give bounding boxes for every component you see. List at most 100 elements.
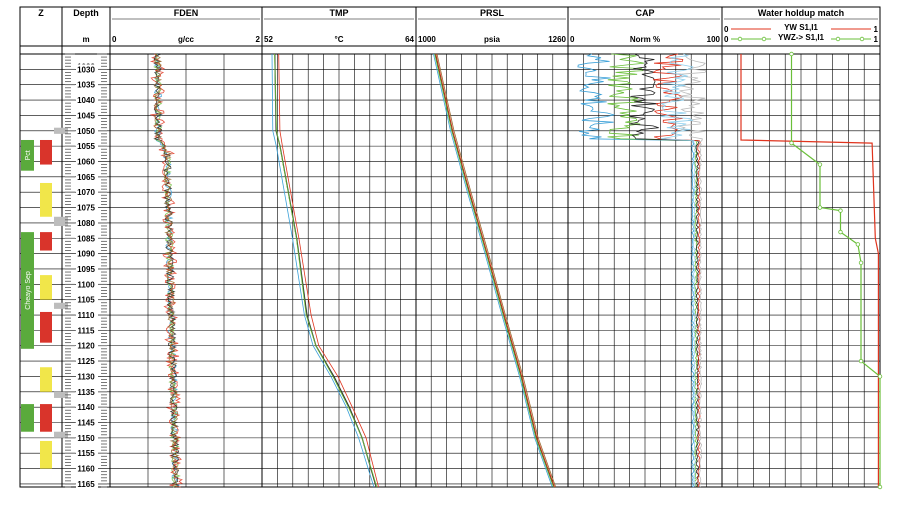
depth-label-bg bbox=[76, 463, 98, 473]
legend-label: YW S1,I1 bbox=[784, 23, 818, 32]
interval-marker bbox=[54, 391, 68, 398]
legend-marker bbox=[859, 36, 865, 42]
series-marker bbox=[858, 260, 864, 266]
legend-label: YWZ-> S1,I1 bbox=[778, 33, 825, 42]
series-marker bbox=[838, 208, 843, 213]
fden-trace bbox=[153, 53, 180, 488]
interval-marker bbox=[54, 302, 68, 309]
depth-tick-label: 1070 bbox=[77, 188, 95, 197]
track-title-depth: Depth bbox=[73, 8, 99, 18]
series-marker bbox=[817, 205, 823, 210]
depth-label-bg bbox=[76, 417, 98, 427]
interval-marker bbox=[40, 367, 52, 392]
depth-label-bg bbox=[76, 356, 98, 366]
depth-label-bg bbox=[76, 432, 98, 442]
legend-max: 1 bbox=[874, 35, 879, 44]
cap-trace bbox=[577, 53, 695, 488]
depth-tick-label: 1105 bbox=[77, 296, 95, 305]
depth-tick-label: 1060 bbox=[77, 157, 95, 166]
interval-marker bbox=[54, 216, 68, 226]
cap-trace bbox=[660, 53, 696, 488]
depth-label-bg bbox=[76, 110, 98, 120]
interval-marker bbox=[40, 275, 52, 300]
track-title-fden: FDEN bbox=[174, 8, 199, 18]
series-marker bbox=[817, 162, 823, 167]
depth-label-bg bbox=[76, 64, 98, 74]
track-title-z: Z bbox=[38, 8, 44, 18]
depth-label-bg bbox=[76, 248, 98, 258]
track-unit-cap: Norm % bbox=[630, 35, 660, 44]
depth-tick-label: 1100 bbox=[77, 280, 95, 289]
track-unit-depth: m bbox=[82, 35, 89, 44]
depth-tick-label: 1050 bbox=[77, 127, 95, 136]
zone-column: Pct Cheayo Sep bbox=[21, 127, 68, 469]
track-max-cap: 100 bbox=[707, 35, 721, 44]
track-title-whm: Water holdup match bbox=[758, 8, 844, 18]
track-min-tmp: 52 bbox=[264, 35, 273, 44]
track-title-prsl: PRSL bbox=[480, 8, 505, 18]
series-marker bbox=[877, 484, 883, 490]
track-title-tmp: TMP bbox=[330, 8, 349, 18]
legend-marker bbox=[761, 36, 767, 42]
depth-tick-label: 1120 bbox=[77, 342, 95, 351]
depth-label-bg bbox=[76, 371, 98, 381]
depth-label-bg bbox=[76, 202, 98, 212]
depth-label-bg bbox=[76, 310, 98, 320]
depth-label-bg bbox=[76, 448, 98, 458]
zone-band bbox=[21, 139, 34, 171]
chart-frame bbox=[19, 6, 881, 488]
series-marker bbox=[789, 140, 794, 146]
prsl-trace bbox=[435, 53, 555, 488]
legend-min: 0 bbox=[724, 25, 729, 34]
depth-tick-label: 1130 bbox=[77, 372, 95, 381]
track-min-cap: 0 bbox=[570, 35, 575, 44]
water-holdup-legend: 0 1 YW S1,I1 0 1 YWZ-> S1,I1 bbox=[724, 22, 879, 44]
cap-trace bbox=[607, 53, 698, 488]
legend-min: 0 bbox=[724, 35, 729, 44]
depth-label-bg bbox=[76, 386, 98, 396]
series-marker bbox=[838, 229, 843, 235]
depth-tick-label: 1090 bbox=[77, 250, 95, 259]
zone-band bbox=[21, 404, 34, 432]
series-line-yw-s1-i1 bbox=[740, 54, 880, 487]
depth-label-bg bbox=[76, 156, 98, 166]
depth-label-bg bbox=[76, 79, 98, 89]
depth-tick-label: 1110 bbox=[78, 311, 95, 320]
depth-label-bg bbox=[76, 263, 98, 273]
series-marker bbox=[789, 51, 794, 57]
depth-label-bg bbox=[76, 187, 98, 197]
legend-max: 1 bbox=[874, 25, 879, 34]
depth-tick-label: 1165 bbox=[77, 480, 95, 489]
cap-trace bbox=[629, 53, 700, 488]
depth-label-bg bbox=[76, 402, 98, 412]
depth-label-bg bbox=[76, 171, 98, 181]
zone-label: Pct bbox=[25, 150, 32, 160]
depth-tick-label: 1095 bbox=[77, 265, 95, 274]
series-line-tmp bbox=[274, 53, 377, 488]
curve-layer bbox=[149, 51, 883, 490]
depth-tick-label: 1115 bbox=[78, 326, 95, 335]
track-unit-tmp: °C bbox=[335, 35, 344, 44]
zone-label: Cheayo Sep bbox=[25, 271, 32, 310]
depth-label-bg bbox=[76, 294, 98, 304]
depth-tick-label: 1150 bbox=[77, 434, 95, 443]
interval-marker bbox=[40, 440, 52, 469]
interval-marker bbox=[40, 404, 52, 432]
track-min-fden: 0 bbox=[112, 35, 117, 44]
track-max-prsl: 1260 bbox=[548, 35, 566, 44]
depth-label-bg bbox=[76, 125, 98, 135]
depth-tick-label: 1040 bbox=[77, 96, 95, 105]
depth-label-bg bbox=[76, 95, 98, 105]
legend-marker bbox=[737, 36, 743, 42]
depth-tick-label: 1085 bbox=[77, 234, 95, 243]
depth-label-bg bbox=[76, 279, 98, 289]
depth-tick-label: 1160 bbox=[77, 465, 95, 474]
depth-label-bg bbox=[76, 141, 98, 151]
depth-tick-label: 1125 bbox=[77, 357, 95, 366]
track-max-tmp: 64 bbox=[405, 35, 414, 44]
interval-marker bbox=[40, 139, 52, 165]
series-marker bbox=[858, 358, 864, 364]
track-unit-prsl: psia bbox=[484, 35, 501, 44]
